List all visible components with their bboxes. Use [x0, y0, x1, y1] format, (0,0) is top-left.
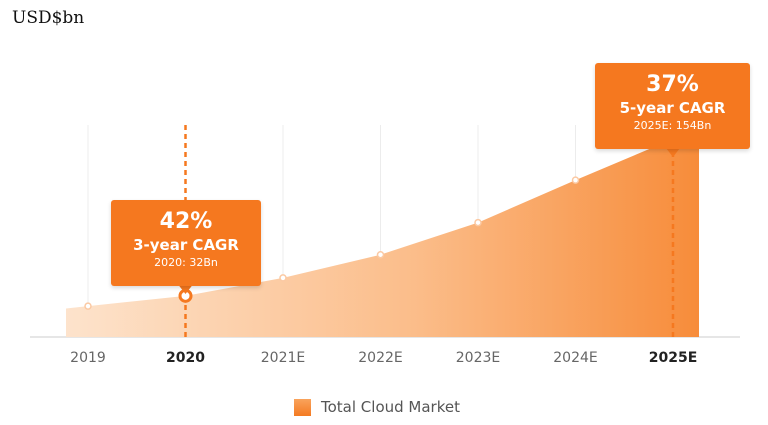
callout-pointer-2025 — [666, 148, 680, 157]
cagr-rate-2025: 37% — [646, 72, 699, 97]
x-tick-label-2020: 2020 — [166, 350, 205, 366]
legend: Total Cloud Market — [294, 396, 460, 418]
data-point-2021e — [279, 274, 287, 282]
unit-label: USD$bn — [12, 8, 85, 28]
cagr-rate-2020: 42% — [159, 209, 213, 234]
cagr-callout-2025: 37% 5-year CAGR 2025E: 154Bn — [595, 63, 750, 149]
cagr-label-2020: 3-year CAGR — [133, 236, 239, 254]
callout-pointer-2020 — [178, 285, 193, 294]
x-tick-label-2021e: 2021E — [261, 350, 305, 366]
area-total-cloud-market — [66, 128, 699, 337]
data-point-2023e — [474, 218, 482, 227]
cagr-detail-2020: 2020: 32Bn — [154, 256, 218, 269]
cagr-label-2025: 5-year CAGR — [619, 99, 726, 117]
data-point-2019 — [84, 302, 92, 310]
legend-label: Total Cloud Market — [321, 398, 460, 416]
data-point-2024e — [571, 176, 580, 184]
x-tick-label-2024e: 2024E — [553, 350, 597, 366]
data-point-2022e — [376, 250, 385, 259]
cagr-callout-2020: 42% 3-year CAGR 2020: 32Bn — [111, 200, 261, 286]
x-tick-label-2023e: 2023E — [456, 350, 500, 366]
x-tick-label-2025e: 2025E — [649, 350, 698, 366]
cagr-detail-2025: 2025E: 154Bn — [633, 119, 712, 132]
x-tick-label-2019: 2019 — [70, 350, 106, 366]
legend-swatch — [294, 398, 311, 416]
x-tick-label-2022e: 2022E — [358, 350, 402, 366]
